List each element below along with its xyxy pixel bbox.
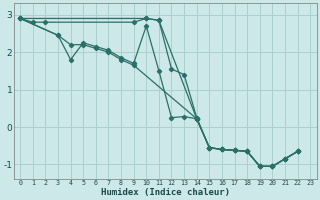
X-axis label: Humidex (Indice chaleur): Humidex (Indice chaleur)	[101, 188, 230, 197]
